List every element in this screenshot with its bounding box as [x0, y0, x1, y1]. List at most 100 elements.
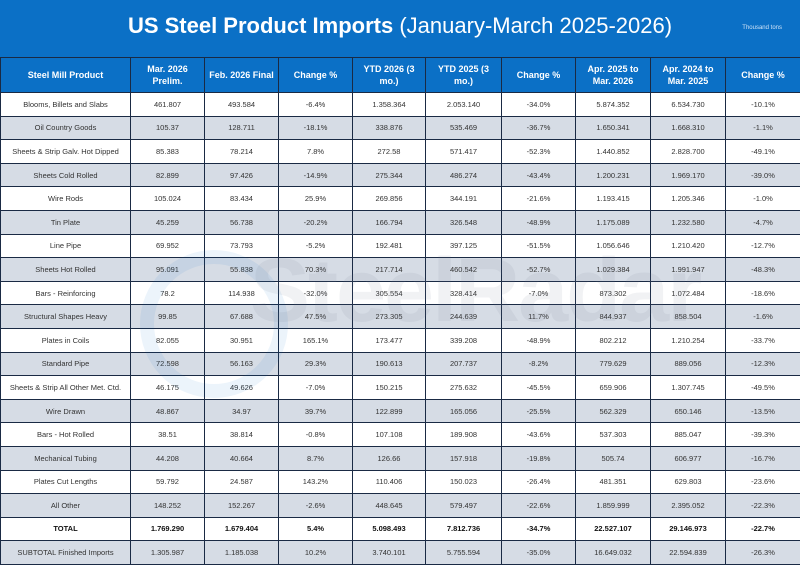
value-cell: 275.632	[425, 375, 502, 400]
product-name-cell: TOTAL	[0, 516, 131, 542]
value-cell: 122.899	[352, 398, 426, 424]
value-cell: -52.3%	[501, 139, 576, 164]
product-name-cell: Sheets & Strip Galv. Hot Dipped	[0, 139, 131, 164]
value-cell: 5.755.594	[425, 540, 502, 565]
value-cell: 39.7%	[278, 398, 353, 424]
value-cell: -32.0%	[278, 280, 353, 306]
value-cell: -8.2%	[501, 351, 576, 377]
value-cell: 8.7%	[278, 445, 353, 471]
value-cell: -12.7%	[725, 233, 800, 259]
value-cell: 338.876	[352, 115, 426, 141]
value-cell: 99.85	[130, 304, 205, 329]
value-cell: -19.8%	[501, 445, 576, 471]
value-cell: 46.175	[130, 375, 205, 400]
table-row: Wire Drawn 48.867 34.97 39.7% 122.899 165.056…	[0, 398, 800, 424]
product-name-cell: Wire Drawn	[0, 398, 131, 424]
value-cell: 505.74	[575, 445, 651, 471]
value-cell: -18.6%	[725, 280, 800, 306]
title-period: (January-March 2025-2026)	[399, 13, 673, 38]
value-cell: 34.97	[204, 398, 279, 424]
value-cell: 126.66	[352, 445, 426, 471]
table-row: Plates Cut Lengths 59.792 24.587 143.2% 110.…	[0, 469, 800, 495]
value-cell: 629.803	[650, 469, 726, 495]
value-cell: 339.208	[425, 327, 502, 353]
value-cell: 448.645	[352, 493, 426, 518]
value-cell: 128.711	[204, 115, 279, 141]
value-cell: -48.9%	[501, 209, 576, 235]
value-cell: 1.440.852	[575, 139, 651, 164]
value-cell: 40.664	[204, 445, 279, 471]
value-cell: -23.6%	[725, 469, 800, 495]
value-cell: 328.414	[425, 280, 502, 306]
value-cell: -21.6%	[501, 186, 576, 211]
value-cell: 110.406	[352, 469, 426, 495]
table-row: Bars - Hot Rolled 38.51 38.814 -0.8% 107.108…	[0, 422, 800, 447]
value-cell: 5.4%	[278, 516, 353, 542]
value-cell: 1.969.170	[650, 162, 726, 188]
value-cell: 3.740.101	[352, 540, 426, 565]
product-name-cell: Plates Cut Lengths	[0, 469, 131, 495]
value-cell: -39.3%	[725, 422, 800, 447]
value-cell: 1.056.646	[575, 233, 651, 259]
value-cell: 272.58	[352, 139, 426, 164]
value-cell: 165.056	[425, 398, 502, 424]
value-cell: 56.738	[204, 209, 279, 235]
table-row: Sheets Hot Rolled 95.091 55.838 70.3% 217.71…	[0, 257, 800, 282]
value-cell: -10.1%	[725, 92, 800, 117]
value-cell: 650.146	[650, 398, 726, 424]
value-cell: 2.395.052	[650, 493, 726, 518]
product-name-cell: Sheets & Strip All Other Met. Ctd.	[0, 375, 131, 400]
value-cell: 1.307.745	[650, 375, 726, 400]
value-cell: -22.7%	[725, 516, 800, 542]
value-cell: 105.37	[130, 115, 205, 141]
value-cell: 29.146.973	[650, 516, 726, 542]
value-cell: 30.951	[204, 327, 279, 353]
table-row: All Other 148.252 152.267 -2.6% 448.645 579.4…	[0, 493, 800, 518]
column-header: Steel Mill Product	[0, 57, 131, 93]
column-header: Change %	[278, 57, 353, 93]
value-cell: 45.259	[130, 209, 205, 235]
table-row: Structural Shapes Heavy 99.85 67.688 47.5% 2…	[0, 304, 800, 329]
value-cell: 5.874.352	[575, 92, 651, 117]
value-cell: 275.344	[352, 162, 426, 188]
value-cell: 70.3%	[278, 257, 353, 282]
value-cell: -25.5%	[501, 398, 576, 424]
value-cell: 38.51	[130, 422, 205, 447]
value-cell: -34.7%	[501, 516, 576, 542]
subtotal-row: SUBTOTAL Finished Imports 1.305.987 1.185.…	[0, 540, 800, 565]
value-cell: 5.098.493	[352, 516, 426, 542]
column-header: Change %	[725, 57, 800, 93]
value-cell: 537.303	[575, 422, 651, 447]
product-name-cell: Structural Shapes Heavy	[0, 304, 131, 329]
table-header-row: Steel Mill Product Mar. 2026 Prelim. Feb. …	[0, 57, 800, 93]
value-cell: 192.481	[352, 233, 426, 259]
value-cell: -4.7%	[725, 209, 800, 235]
column-header: Change %	[501, 57, 576, 93]
value-cell: -2.6%	[278, 493, 353, 518]
value-cell: 47.5%	[278, 304, 353, 329]
value-cell: 16.649.032	[575, 540, 651, 565]
value-cell: 1.029.384	[575, 257, 651, 282]
value-cell: 7.8%	[278, 139, 353, 164]
value-cell: 173.477	[352, 327, 426, 353]
value-cell: 1.200.231	[575, 162, 651, 188]
value-cell: 1.205.346	[650, 186, 726, 211]
value-cell: -22.6%	[501, 493, 576, 518]
value-cell: 85.383	[130, 139, 205, 164]
value-cell: 11.7%	[501, 304, 576, 329]
value-cell: 397.125	[425, 233, 502, 259]
value-cell: 152.267	[204, 493, 279, 518]
value-cell: 38.814	[204, 422, 279, 447]
value-cell: -1.6%	[725, 304, 800, 329]
value-cell: 78.214	[204, 139, 279, 164]
product-name-cell: Wire Rods	[0, 186, 131, 211]
value-cell: 114.938	[204, 280, 279, 306]
table-row: Sheets & Strip Galv. Hot Dipped 85.383 78.…	[0, 139, 800, 164]
value-cell: -7.0%	[501, 280, 576, 306]
table-row: Sheets & Strip All Other Met. Ctd. 46.175…	[0, 375, 800, 400]
value-cell: 22.594.839	[650, 540, 726, 565]
value-cell: -22.3%	[725, 493, 800, 518]
value-cell: -1.0%	[725, 186, 800, 211]
product-name-cell: Bars - Hot Rolled	[0, 422, 131, 447]
value-cell: 493.584	[204, 92, 279, 117]
